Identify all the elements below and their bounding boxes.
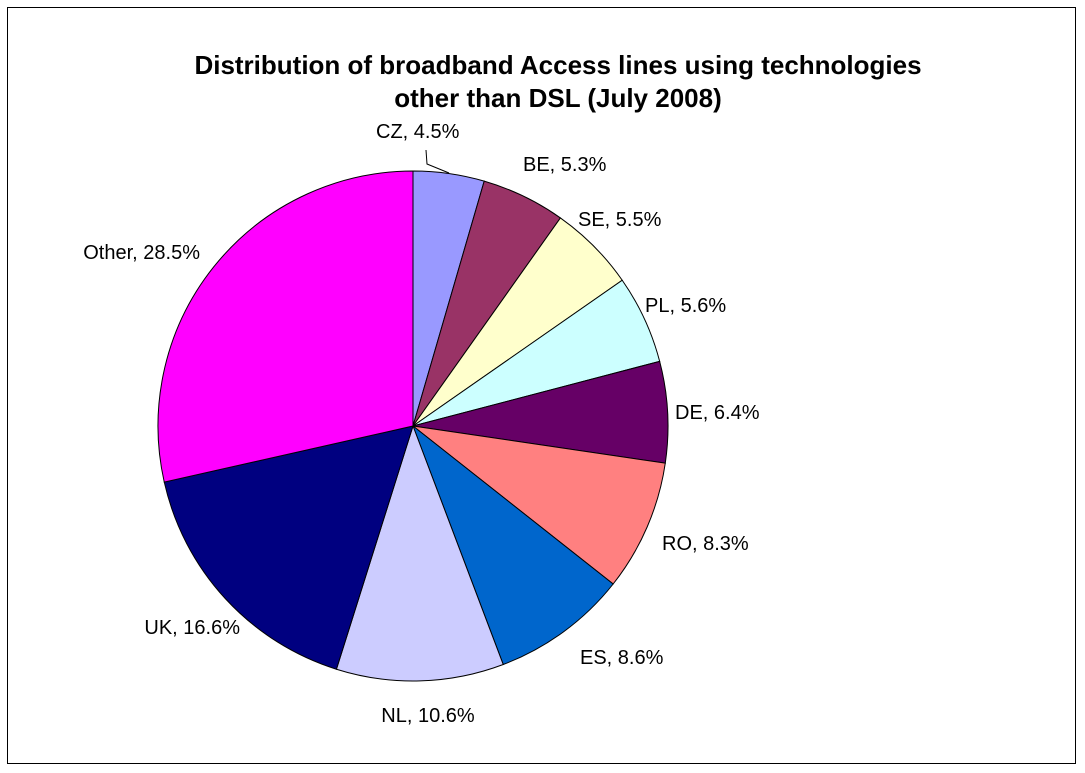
pie-slice-nl bbox=[335, 424, 504, 682]
pie-label-pl: PL, 5.6% bbox=[645, 295, 726, 317]
pie-label-se: SE, 5.5% bbox=[578, 209, 662, 231]
pie-slice-uk bbox=[163, 425, 414, 670]
pie-label-cz: CZ, 4.5% bbox=[376, 121, 460, 143]
pie-label-be: BE, 5.3% bbox=[523, 154, 607, 176]
pie-label-nl: NL, 10.6% bbox=[381, 705, 475, 727]
pie-labels: CZ, 4.5% BE, 5.3% SE, 5.5% PL, 5.6% DE, 6.4%… bbox=[83, 121, 759, 727]
pie-label-de: DE, 6.4% bbox=[675, 402, 760, 424]
pie-label-uk: UK, 16.6% bbox=[144, 617, 240, 639]
cz-leader-line bbox=[425, 149, 450, 174]
pie-label-other: Other, 28.5% bbox=[83, 242, 200, 264]
chart-title-line-2: other than DSL (July 2008) bbox=[394, 83, 722, 113]
chart-frame: Distribution of broadband Access lines u… bbox=[7, 7, 1076, 764]
pie-chart: Distribution of broadband Access lines u… bbox=[83, 50, 921, 727]
pie-slices bbox=[157, 170, 669, 682]
pie-slice-es bbox=[411, 424, 614, 666]
pie-label-ro: RO, 8.3% bbox=[662, 533, 749, 555]
pie-slice-ro bbox=[411, 425, 666, 585]
pie-label-es: ES, 8.6% bbox=[580, 647, 664, 669]
chart-title-line-1: Distribution of broadband Access lines u… bbox=[194, 50, 921, 80]
pie-slice-other bbox=[157, 170, 414, 483]
